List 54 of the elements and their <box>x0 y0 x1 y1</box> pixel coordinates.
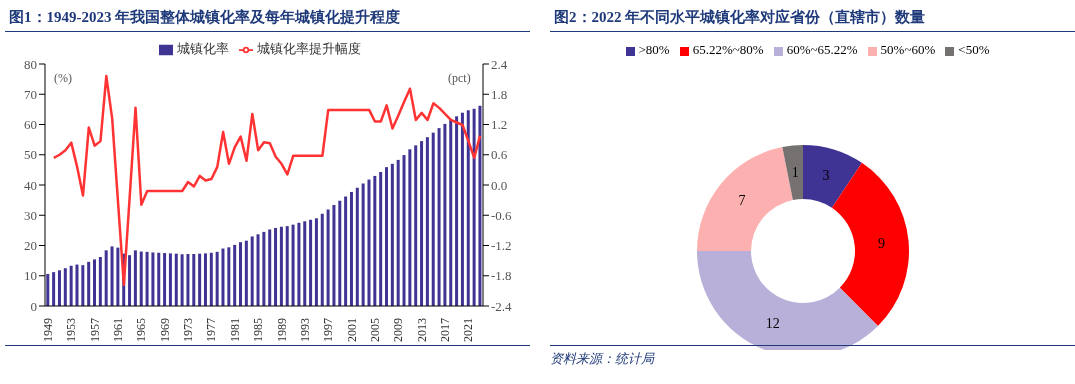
chart-title: 图1：1949-2023 年我国整体城镇化率及每年城镇化提升程度 <box>5 0 530 32</box>
y2-tick-label: 0.6 <box>491 147 508 163</box>
text: 资料来源：统计局 <box>550 350 656 368</box>
x-tick-label: 1977 <box>204 318 219 342</box>
x-tick-label: 1973 <box>181 318 196 342</box>
data-label: 3 <box>822 167 830 183</box>
y-tick-label: 40 <box>24 177 37 193</box>
x-tick-label: 2017 <box>438 318 453 342</box>
y2-tick-label: -0.6 <box>491 207 513 223</box>
legend-label: 城镇化率 <box>177 41 229 56</box>
chart-title: 图2：2022 年不同水平城镇化率对应省份（直辖市）数量 <box>550 0 1075 32</box>
data-label: 9 <box>878 235 886 251</box>
legend-label: 65.22%~80% <box>692 42 764 57</box>
legend-label: 60%~65.22% <box>786 42 858 57</box>
data-label: 7 <box>738 193 746 209</box>
x-tick-label: 2013 <box>414 318 429 342</box>
y-tick-label: 10 <box>24 268 37 284</box>
legend-label: >80% <box>638 42 670 57</box>
x-tick-label: 1985 <box>251 318 266 342</box>
x-tick-label: 1969 <box>157 318 172 342</box>
y2-tick-label: -2.4 <box>491 298 513 314</box>
y-tick-label: 0 <box>30 298 37 314</box>
y2-tick-label: 2.4 <box>491 56 508 72</box>
y-tick-label: 20 <box>24 238 37 254</box>
data-label: 1 <box>791 164 799 180</box>
x-tick-label: 2001 <box>344 318 359 342</box>
x-tick-label: 2005 <box>367 318 382 342</box>
y2-tick-label: 1.2 <box>491 117 508 133</box>
x-tick-label: 2009 <box>391 318 406 342</box>
legend-label: <50% <box>958 42 990 57</box>
y-axis-title: (%) <box>54 70 72 85</box>
y2-axis-title: (pct) <box>448 70 471 85</box>
y-tick-label: 60 <box>24 117 37 133</box>
y2-tick-label: -1.2 <box>491 238 512 254</box>
x-tick-label: 1949 <box>40 318 55 342</box>
x-tick-label: 2021 <box>461 318 476 342</box>
x-tick-label: 1997 <box>321 318 336 342</box>
y2-tick-label: -1.8 <box>491 268 512 284</box>
x-tick-label: 1993 <box>297 318 312 342</box>
y2-tick-label: 1.8 <box>491 86 508 102</box>
x-tick-label: 1989 <box>274 318 289 342</box>
y-tick-label: 70 <box>24 86 37 102</box>
legend-label: 城镇化率提升幅度 <box>257 41 361 56</box>
x-tick-label: 1965 <box>134 318 149 342</box>
y-tick-label: 80 <box>24 56 37 72</box>
data-label: 12 <box>765 316 780 332</box>
y2-tick-label: 0.0 <box>491 177 508 193</box>
y-tick-label: 50 <box>24 147 37 163</box>
x-tick-label: 1961 <box>111 318 125 342</box>
x-tick-label: 1953 <box>64 318 79 342</box>
x-tick-label: 1957 <box>87 318 102 342</box>
x-tick-label: 1981 <box>227 318 242 342</box>
y-tick-label: 30 <box>24 207 37 223</box>
legend-label: 50%~60% <box>880 42 936 57</box>
